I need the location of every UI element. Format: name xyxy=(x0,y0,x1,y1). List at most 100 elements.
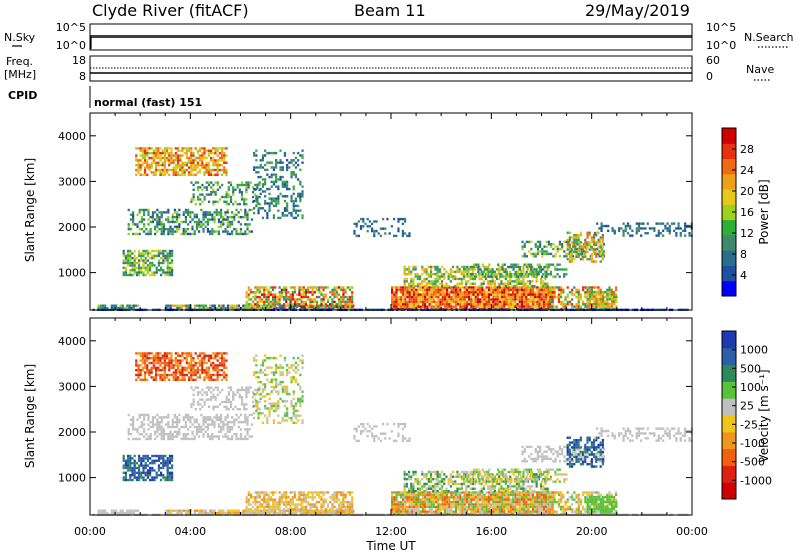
velocity-cell xyxy=(263,500,266,504)
power-cell xyxy=(185,149,188,153)
power-cell xyxy=(292,192,295,196)
power-cell xyxy=(566,241,569,244)
power-cell xyxy=(543,250,546,253)
power-cell xyxy=(454,286,457,289)
power-cell xyxy=(506,280,510,283)
power-cell xyxy=(216,181,219,184)
power-cell xyxy=(362,220,365,223)
velocity-cell xyxy=(457,498,460,501)
power-cell xyxy=(211,232,214,236)
velocity-cell xyxy=(276,505,279,509)
power-cell xyxy=(432,305,435,308)
velocity-cell xyxy=(529,493,532,497)
velocity-cell xyxy=(507,510,510,513)
velocity-cell xyxy=(527,496,530,499)
power-cell xyxy=(292,207,295,210)
power-cell xyxy=(472,293,475,296)
power-cell xyxy=(207,168,210,172)
power-cell xyxy=(309,300,312,304)
power-cell xyxy=(463,305,466,308)
velocity-cell xyxy=(536,493,539,497)
power-cell xyxy=(677,222,680,225)
power-cell xyxy=(509,300,512,304)
power-cell xyxy=(514,293,517,296)
power-cell xyxy=(355,222,358,226)
power-cell xyxy=(468,288,471,292)
power-cell xyxy=(252,295,255,299)
power-cell xyxy=(595,300,598,303)
power-cell xyxy=(429,280,433,283)
velocity-cell xyxy=(474,491,477,494)
velocity-cell xyxy=(474,505,477,509)
power-cell xyxy=(426,300,429,304)
power-cell xyxy=(229,181,233,184)
power-cell xyxy=(591,290,594,294)
power-cell xyxy=(568,257,571,261)
power-cell xyxy=(233,213,236,216)
power-cell xyxy=(588,288,591,292)
power-cell xyxy=(176,215,179,219)
power-cell xyxy=(217,225,221,228)
power-cell xyxy=(430,300,433,304)
power-cell xyxy=(247,293,250,296)
power-cell xyxy=(209,152,213,155)
power-cell xyxy=(586,293,589,296)
power-cell xyxy=(261,156,265,160)
power-cell xyxy=(599,243,602,246)
power-cell xyxy=(397,300,400,304)
power-cell xyxy=(564,303,567,306)
power-cell xyxy=(129,259,132,262)
power-cell xyxy=(297,151,300,155)
power-cell xyxy=(673,229,676,233)
velocity-cell xyxy=(496,510,499,513)
power-cell xyxy=(606,288,609,292)
power-cell xyxy=(366,217,369,221)
velocity-cell xyxy=(419,510,422,513)
power-cell xyxy=(189,232,192,236)
power-cell xyxy=(225,191,228,194)
power-cell xyxy=(280,288,283,292)
power-cell xyxy=(572,255,575,258)
velocity-cell xyxy=(339,511,342,515)
power-cell xyxy=(606,302,609,306)
power-cell xyxy=(408,305,411,308)
power-cell xyxy=(449,272,452,276)
power-cell xyxy=(334,306,337,310)
velocity-cell xyxy=(110,511,113,515)
power-cell xyxy=(299,183,302,186)
power-cell xyxy=(577,241,580,244)
power-cell xyxy=(256,183,259,187)
power-cell xyxy=(171,259,174,262)
velocity-cell xyxy=(432,510,435,513)
velocity-cell xyxy=(512,493,515,497)
power-cell xyxy=(620,227,623,230)
power-cell xyxy=(410,291,413,294)
power-cell xyxy=(577,293,580,296)
velocity-cell xyxy=(509,493,512,497)
power-cell xyxy=(271,303,275,306)
power-cell xyxy=(446,293,449,296)
power-cell xyxy=(591,293,594,296)
velocity-cell xyxy=(271,500,275,504)
power-cell xyxy=(264,180,267,184)
power-cell xyxy=(181,171,184,174)
velocity-cell xyxy=(452,500,455,504)
power-cell xyxy=(468,298,471,301)
power-cell xyxy=(536,286,539,289)
velocity-cell xyxy=(211,511,214,515)
power-cell xyxy=(351,300,354,304)
power-cell xyxy=(507,295,510,299)
power-cell xyxy=(551,300,554,304)
velocity-cell xyxy=(267,505,270,509)
power-cell xyxy=(178,215,181,219)
power-cell xyxy=(373,220,376,223)
power-cell xyxy=(585,247,588,251)
power-cell xyxy=(234,188,237,192)
power-cell xyxy=(402,295,405,299)
power-cell xyxy=(590,245,593,249)
power-cell xyxy=(302,303,305,306)
power-cell xyxy=(606,293,609,296)
power-cell xyxy=(337,305,341,308)
power-cell xyxy=(595,250,598,254)
power-cell xyxy=(525,293,528,296)
